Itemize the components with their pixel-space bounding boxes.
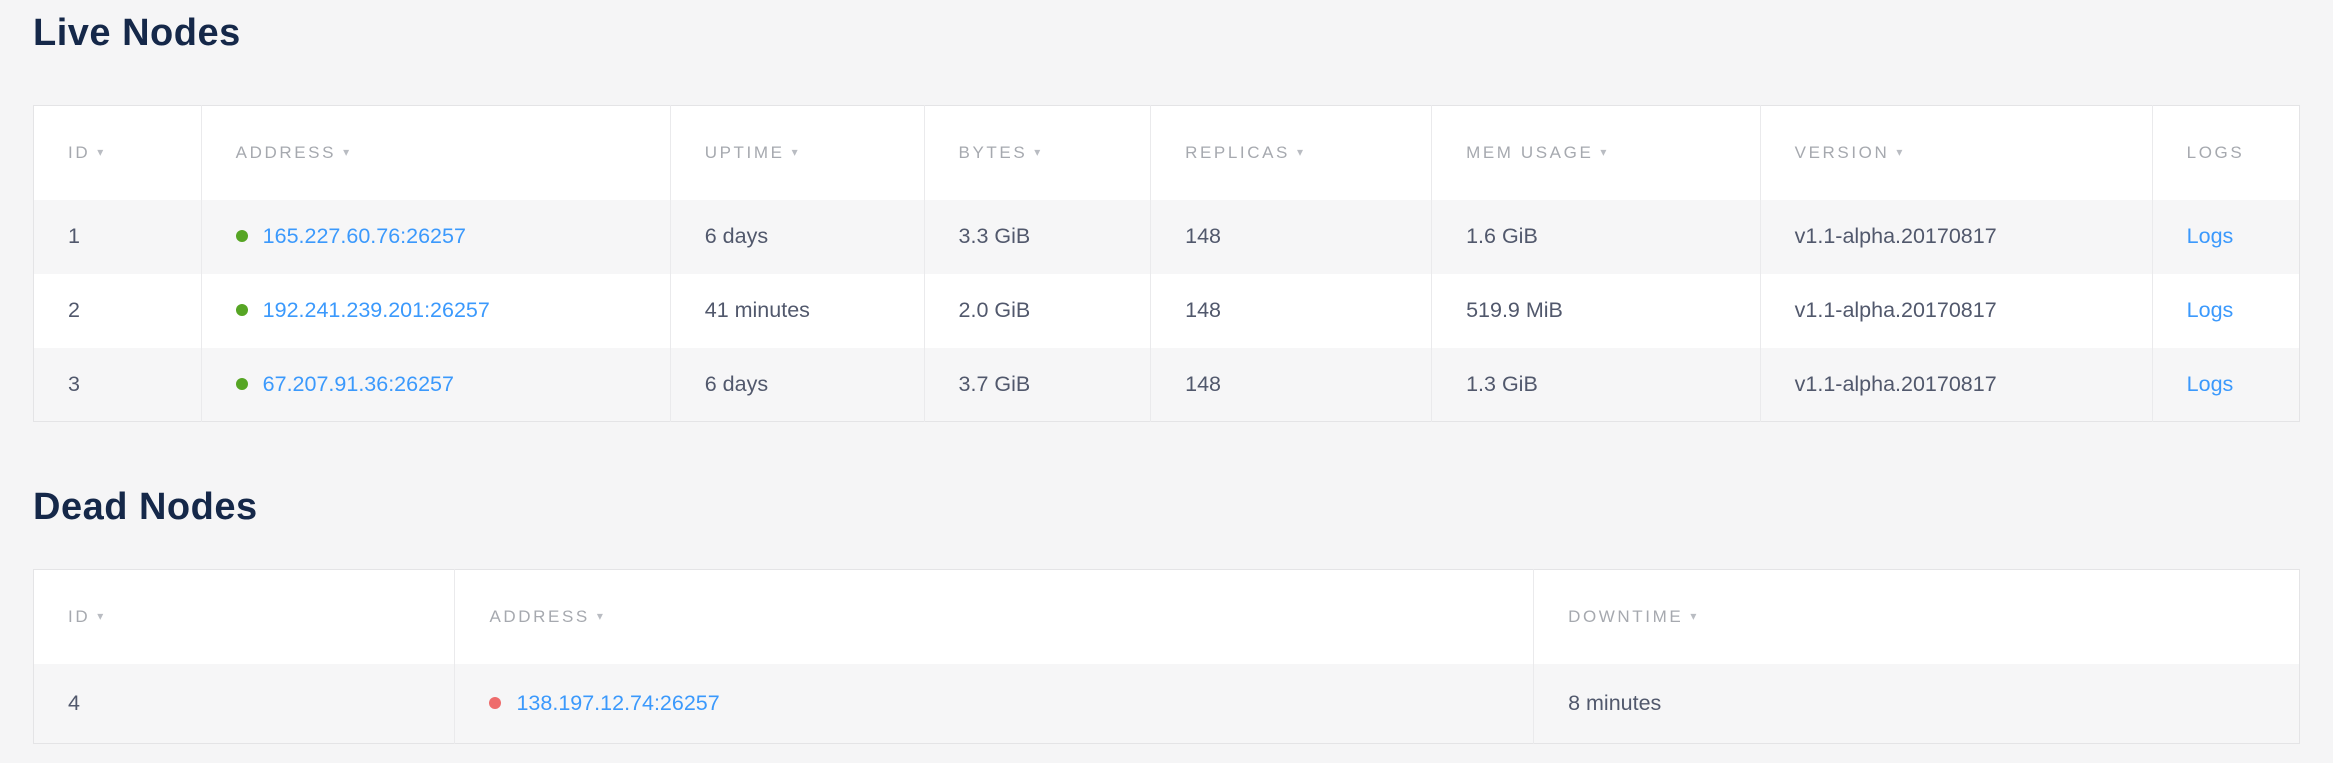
live-col-header-uptime[interactable]: Uptime ▾ [669, 105, 925, 200]
live-col-header-id-label: ID [68, 142, 91, 162]
node-logs-link[interactable]: Logs [2186, 224, 2234, 248]
live-status-icon [235, 230, 248, 242]
node-uptime-cell: 6 days [669, 199, 925, 274]
node-address-cell: 165.227.60.76:26257 [200, 199, 671, 274]
node-bytes-cell: 2.0 GiB [923, 273, 1151, 348]
node-logs-link[interactable]: Logs [2186, 371, 2234, 396]
node-id-cell: 3 [33, 347, 202, 422]
sort-arrow-icon: ▾ [97, 144, 106, 159]
node-bytes-cell: 3.7 GiB [923, 347, 1151, 422]
sort-arrow-icon: ▾ [343, 144, 352, 159]
dead-nodes-title: Dead Nodes [33, 486, 258, 528]
live-col-header-replicas-label: Replicas [1185, 142, 1290, 162]
dead-col-header-downtime[interactable]: Downtime ▾ [1533, 569, 2300, 664]
live-col-header-address[interactable]: Address ▾ [200, 105, 671, 200]
live-col-header-bytes[interactable]: Bytes ▾ [923, 105, 1151, 200]
sort-arrow-icon: ▾ [1034, 144, 1043, 159]
node-logs-cell: Logs [2151, 347, 2300, 422]
live-col-header-bytes-label: Bytes [958, 142, 1028, 162]
node-replicas-cell: 148 [1150, 273, 1432, 348]
node-address-link[interactable]: 138.197.12.74:26257 [516, 690, 720, 715]
node-mem-usage-cell: 1.6 GiB [1431, 199, 1761, 274]
sort-arrow-icon: ▾ [596, 608, 606, 623]
dead-status-icon [489, 696, 502, 709]
live-nodes-table: ID ▾ Address ▾ Uptime ▾ Bytes ▾ Replicas ▾ Me… [33, 105, 2300, 422]
live-col-header-mem-usage-label: Mem Usage [1466, 142, 1594, 162]
sort-arrow-icon: ▾ [1600, 144, 1610, 159]
node-version-cell: v1.1-alpha.20170817 [1759, 273, 2153, 348]
node-address-link[interactable]: 67.207.91.36:26257 [262, 371, 454, 396]
node-address-link[interactable]: 192.241.239.201:26257 [262, 298, 490, 322]
node-replicas-cell: 148 [1150, 199, 1432, 274]
node-id-cell: 4 [33, 663, 455, 744]
node-replicas-cell: 148 [1150, 347, 1432, 422]
live-node-row: 1 165.227.60.76:26257 6 days 3.3 GiB 148… [33, 199, 2300, 274]
node-bytes-cell: 3.3 GiB [923, 199, 1151, 274]
live-status-icon [235, 377, 248, 390]
sort-arrow-icon: ▾ [791, 144, 801, 159]
dead-col-header-address[interactable]: Address ▾ [454, 569, 1534, 664]
node-address-link[interactable]: 165.227.60.76:26257 [262, 224, 466, 248]
dead-col-header-downtime-label: Downtime [1568, 606, 1684, 626]
dead-node-row: 4 138.197.12.74:26257 8 minutes [33, 663, 2300, 744]
node-logs-cell: Logs [2151, 273, 2300, 348]
node-version-cell: v1.1-alpha.20170817 [1759, 199, 2153, 274]
live-col-header-logs-label: Logs [2186, 142, 2245, 162]
node-address-cell: 138.197.12.74:26257 [454, 663, 1534, 744]
node-id-cell: 2 [33, 273, 202, 348]
sort-arrow-icon: ▾ [1896, 144, 1905, 159]
dead-col-header-address-label: Address [489, 606, 590, 626]
live-nodes-header-row: ID ▾ Address ▾ Uptime ▾ Bytes ▾ Replicas ▾ Me… [33, 105, 2300, 200]
node-downtime-cell: 8 minutes [1533, 663, 2300, 744]
dead-nodes-table: ID ▾ Address ▾ Downtime ▾ 4 138.197.12.74:2… [33, 569, 2300, 744]
node-uptime-cell: 41 minutes [669, 273, 925, 348]
live-col-header-uptime-label: Uptime [704, 142, 785, 162]
live-col-header-version[interactable]: Version ▾ [1759, 105, 2153, 200]
live-col-header-replicas[interactable]: Replicas ▾ [1150, 105, 1432, 200]
live-col-header-address-label: Address [235, 142, 337, 162]
sort-arrow-icon: ▾ [1297, 144, 1306, 159]
node-id-cell: 1 [33, 199, 202, 274]
node-version-cell: v1.1-alpha.20170817 [1759, 347, 2153, 422]
node-mem-usage-cell: 1.3 GiB [1431, 347, 1761, 422]
nodes-overview-page: Live Nodes ID ▾ Address ▾ Uptime ▾ Bytes ▾ [33, 0, 2300, 744]
sort-arrow-icon: ▾ [1690, 608, 1699, 623]
live-col-header-id[interactable]: ID ▾ [33, 105, 202, 200]
node-address-cell: 192.241.239.201:26257 [200, 273, 671, 348]
live-node-row: 2 192.241.239.201:26257 41 minutes 2.0 G… [33, 273, 2300, 348]
node-mem-usage-cell: 519.9 MiB [1431, 273, 1761, 348]
sort-arrow-icon: ▾ [97, 608, 106, 623]
live-status-icon [235, 304, 248, 316]
live-col-header-logs: Logs [2151, 105, 2300, 200]
live-nodes-title: Live Nodes [33, 12, 241, 54]
node-uptime-cell: 6 days [669, 347, 925, 422]
live-node-row: 3 67.207.91.36:26257 6 days 3.7 GiB 148 … [33, 347, 2300, 422]
node-logs-cell: Logs [2151, 199, 2300, 274]
live-col-header-mem-usage[interactable]: Mem Usage ▾ [1431, 105, 1761, 200]
live-col-header-version-label: Version [1794, 142, 1890, 162]
dead-col-header-id-label: ID [68, 606, 91, 626]
dead-col-header-id[interactable]: ID ▾ [33, 569, 455, 664]
node-logs-link[interactable]: Logs [2186, 298, 2234, 322]
dead-nodes-header-row: ID ▾ Address ▾ Downtime ▾ [33, 569, 2300, 664]
node-address-cell: 67.207.91.36:26257 [200, 347, 671, 422]
